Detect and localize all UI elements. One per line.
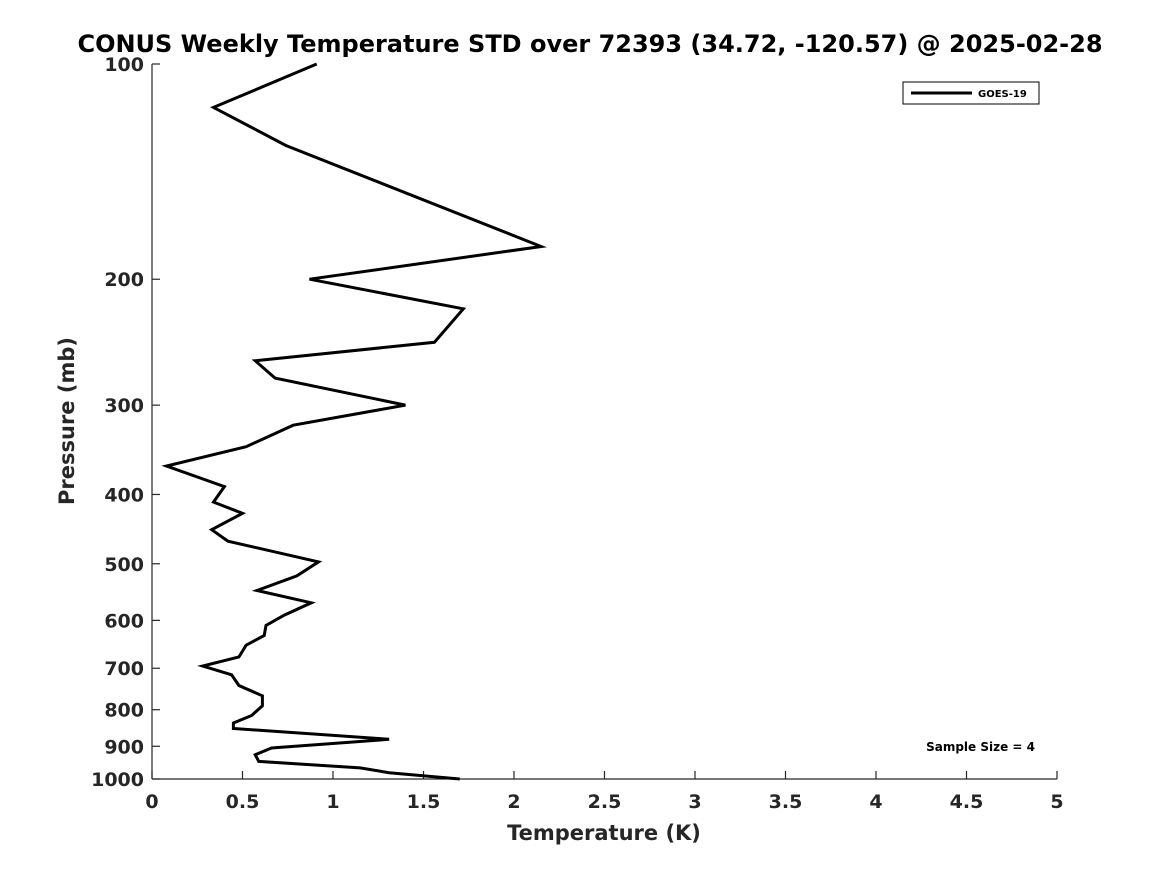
- y-tick-label-2: 300: [104, 395, 144, 417]
- x-tick-label-7: 3.5: [769, 791, 803, 813]
- y-tick-label-7: 800: [104, 700, 144, 722]
- x-tick-label-3: 1.5: [407, 791, 441, 813]
- y-tick-label-8: 900: [104, 736, 144, 758]
- series-layer: [161, 62, 547, 781]
- chart-title: CONUS Weekly Temperature STD over 72393 …: [77, 30, 1102, 58]
- x-axis-label: Temperature (K): [507, 821, 701, 845]
- series-line-goes-19: [161, 62, 547, 781]
- y-tick-label-3: 400: [104, 484, 144, 506]
- x-tick-label-10: 5: [1050, 791, 1063, 813]
- x-tick-label-4: 2: [507, 791, 520, 813]
- y-tick-label-5: 600: [104, 610, 144, 632]
- y-tick-label-4: 500: [104, 554, 144, 576]
- x-tick-label-5: 2.5: [588, 791, 622, 813]
- y-tick-label-6: 700: [104, 658, 144, 680]
- x-tick-label-6: 3: [688, 791, 701, 813]
- x-tick-label-9: 4.5: [950, 791, 984, 813]
- y-tick-label-9: 1000: [91, 769, 144, 791]
- legend: GOES-19: [902, 81, 1040, 105]
- x-axis-ticks: 0 0.5 1 1.5 2 2.5 3 3.5 4 4.5 5: [145, 771, 1064, 813]
- x-tick-label-8: 4: [869, 791, 882, 813]
- legend-label-goes-19: GOES-19: [978, 89, 1027, 100]
- y-tick-label-0: 100: [104, 54, 144, 76]
- y-tick-label-1: 200: [104, 269, 144, 291]
- y-axis-label: Pressure (mb): [55, 337, 79, 505]
- sample-size-annotation: Sample Size = 4: [926, 740, 1035, 754]
- x-tick-label-0: 0: [145, 791, 158, 813]
- x-tick-label-1: 0.5: [226, 791, 260, 813]
- y-axis-ticks: 100 200 300 400 500 600 700 800 900 1000: [91, 54, 160, 791]
- x-tick-label-2: 1: [326, 791, 339, 813]
